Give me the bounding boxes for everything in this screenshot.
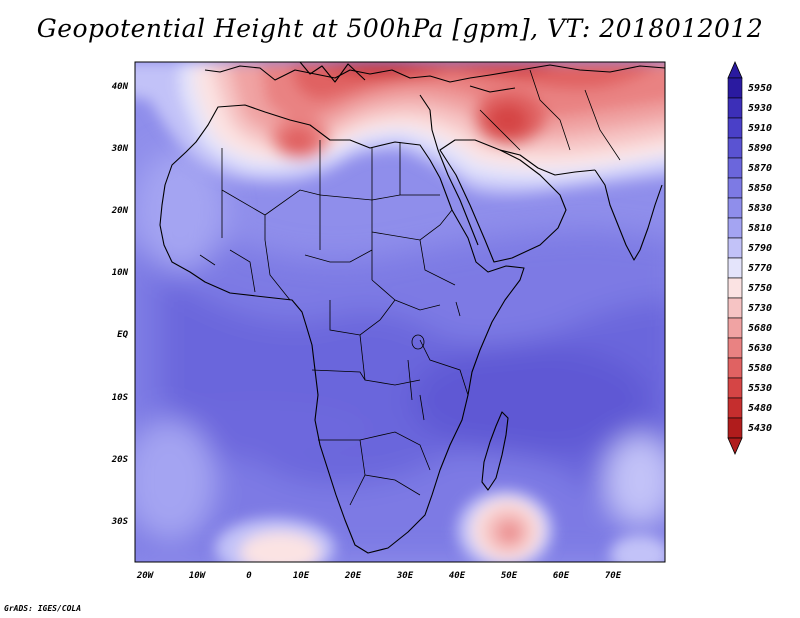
colorbar-label: 5910	[748, 123, 772, 134]
lon-label: 60E	[553, 571, 570, 581]
colorbar-swatch	[727, 337, 743, 359]
lat-label: 10S	[112, 393, 129, 403]
colorbar-swatch	[727, 297, 743, 319]
lakes	[407, 301, 461, 421]
coastlines	[159, 62, 665, 554]
colorbar-label: 5950	[748, 83, 772, 94]
colorbar: 5950 5930 5910 5890 5870 5850 5830 5810 5790 5770…	[727, 61, 772, 455]
colorbar-label: 5810	[748, 223, 772, 234]
lon-label: 20E	[344, 571, 362, 581]
country-borders	[199, 69, 621, 506]
lat-label: 10N	[112, 268, 129, 278]
colorbar-swatch	[727, 137, 743, 159]
colorbar-swatch	[727, 197, 743, 219]
colorbar-label: 5770	[748, 263, 772, 274]
lon-label: 10W	[189, 571, 207, 581]
lat-label: 40N	[112, 82, 129, 92]
lat-label: EQ	[117, 330, 128, 340]
colorbar-swatch	[727, 237, 743, 259]
colorbar-label: 5630	[748, 343, 772, 354]
map-title: Geopotential Height at 500hPa [gpm], VT:…	[36, 14, 764, 43]
colorbar-label: 5750	[748, 283, 772, 294]
colorbar-swatch	[727, 357, 743, 379]
colorbar-label: 5580	[748, 363, 772, 374]
colorbar-swatch	[727, 117, 743, 139]
colorbar-label: 5530	[748, 383, 772, 394]
lon-label: 10E	[293, 571, 310, 581]
colorbar-swatch	[727, 257, 743, 279]
colorbar-swatch	[727, 97, 743, 119]
colorbar-label: 5790	[748, 243, 772, 254]
colorbar-label: 5830	[748, 203, 772, 214]
colorbar-swatch	[727, 397, 743, 419]
colorbar-swatch	[727, 277, 743, 299]
lon-label: 50E	[501, 571, 518, 581]
lat-label: 20S	[111, 455, 129, 465]
colorbar-label: 5890	[748, 143, 772, 154]
colorbar-swatch	[727, 157, 743, 179]
colorbar-label: 5480	[748, 403, 772, 414]
colorbar-bottom-arrow	[727, 437, 743, 455]
lat-label: 30S	[111, 517, 129, 527]
colorbar-swatch	[727, 217, 743, 239]
map-frame	[134, 61, 666, 563]
lon-label: 70E	[605, 571, 622, 581]
axis-labels: 40N 30N 20N 10N EQ 10S 20S 30S 20W 10W 0…	[111, 82, 622, 581]
colorbar-label: 5430	[748, 423, 772, 434]
colorbar-top-arrow	[727, 61, 743, 79]
lon-label: 30E	[396, 571, 414, 581]
colorbar-swatch	[727, 377, 743, 399]
lat-label: 20N	[111, 206, 129, 216]
lat-label: 30N	[111, 144, 129, 154]
grads-credit: GrADS: IGES/COLA	[4, 604, 82, 613]
colorbar-swatch	[727, 77, 743, 99]
colorbar-swatch	[727, 177, 743, 199]
colorbar-label: 5730	[748, 303, 772, 314]
colorbar-label: 5930	[748, 103, 772, 114]
colorbar-label: 5850	[748, 183, 772, 194]
colorbar-swatch	[727, 417, 743, 439]
colorbar-label: 5870	[748, 163, 772, 174]
colorbar-swatch	[727, 317, 743, 339]
lon-label: 20W	[136, 571, 155, 581]
lon-label: 0	[246, 571, 252, 581]
colorbar-label: 5680	[748, 323, 772, 334]
lon-label: 40E	[449, 571, 466, 581]
height-field	[135, 62, 665, 562]
